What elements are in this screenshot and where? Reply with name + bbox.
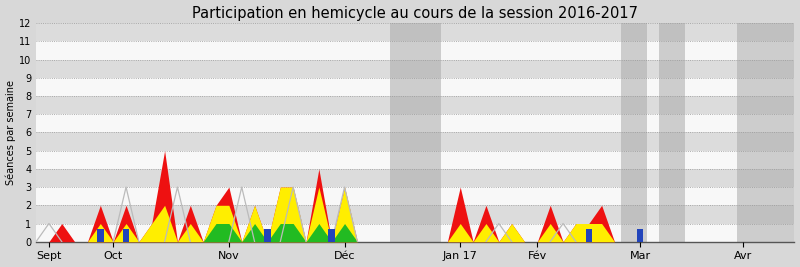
Bar [36, 205, 794, 223]
Bar [36, 60, 794, 78]
Bar [390, 23, 441, 242]
Bar [586, 229, 592, 242]
Bar [329, 229, 335, 242]
Bar [36, 96, 794, 114]
Bar [123, 229, 130, 242]
Bar [264, 229, 270, 242]
Bar [36, 114, 794, 132]
Bar [637, 229, 643, 242]
Bar [36, 132, 794, 151]
Bar [621, 23, 646, 242]
Bar [659, 23, 685, 242]
Bar [737, 23, 800, 242]
Bar [97, 229, 103, 242]
Bar [36, 41, 794, 60]
Bar [36, 78, 794, 96]
Bar [36, 169, 794, 187]
Bar [36, 23, 794, 41]
Bar [36, 223, 794, 242]
Bar [36, 151, 794, 169]
Y-axis label: Séances par semaine: Séances par semaine [6, 80, 16, 185]
Bar [36, 187, 794, 205]
Title: Participation en hemicycle au cours de la session 2016-2017: Participation en hemicycle au cours de l… [192, 6, 638, 21]
